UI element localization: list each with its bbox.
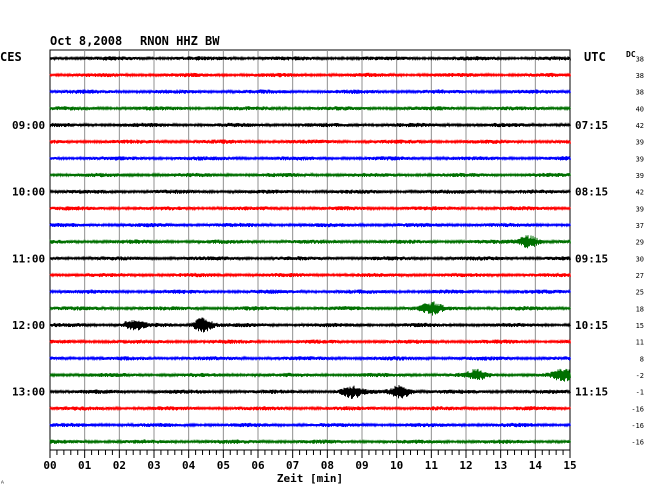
minute-gridlines bbox=[84, 50, 536, 450]
dc-value: 29 bbox=[636, 239, 644, 247]
trace-row bbox=[49, 384, 571, 400]
trace-row bbox=[49, 105, 571, 112]
trace-row bbox=[49, 88, 571, 95]
x-axis-label: Zeit [min] bbox=[277, 472, 343, 485]
dc-value: 8 bbox=[640, 355, 644, 363]
left-time-label: 13:00 bbox=[12, 386, 45, 399]
dc-value: 37 bbox=[636, 222, 644, 230]
chart-station: RNON HHZ BW bbox=[140, 34, 220, 48]
left-time-label: 12:00 bbox=[12, 319, 45, 332]
left-time-label: 09:00 bbox=[12, 119, 45, 132]
x-tick-label: 02 bbox=[113, 459, 126, 472]
trace-row bbox=[49, 121, 571, 128]
x-axis: 00 01 02 03 04 05 06 07 08 09 10 11 12 13 14 15 bbox=[43, 449, 577, 472]
x-tick-label: 13 bbox=[494, 459, 507, 472]
x-tick-label: 01 bbox=[78, 459, 92, 472]
trace-row bbox=[49, 72, 571, 78]
dc-value: 39 bbox=[636, 155, 644, 163]
right-time-label: 09:15 bbox=[575, 252, 608, 265]
dc-value: -2 bbox=[636, 372, 644, 380]
right-time-label: 10:15 bbox=[575, 319, 608, 332]
x-tick-label: 00 bbox=[43, 459, 56, 472]
dc-value: -16 bbox=[631, 405, 644, 413]
dc-value: 39 bbox=[636, 172, 644, 180]
dc-value: 38 bbox=[636, 89, 644, 97]
dc-value: 42 bbox=[636, 122, 644, 130]
local-time-labels: 09:00 10:00 11:00 12:00 13:00 bbox=[12, 119, 45, 399]
right-time-label: 11:15 bbox=[575, 386, 608, 399]
plot-frame bbox=[49, 49, 571, 451]
dc-value: 40 bbox=[636, 105, 644, 113]
left-time-label: 10:00 bbox=[12, 186, 45, 199]
trace-row bbox=[49, 255, 571, 262]
trace-row bbox=[49, 188, 571, 195]
corner-marker: ᴬ bbox=[0, 479, 5, 488]
dc-value: 18 bbox=[636, 305, 644, 313]
x-tick-label: 04 bbox=[182, 459, 196, 472]
trace-row bbox=[49, 55, 571, 62]
dc-value: 38 bbox=[636, 55, 644, 63]
x-tick-label: 03 bbox=[147, 459, 160, 472]
x-tick-label: 09 bbox=[355, 459, 368, 472]
x-tick-label: 12 bbox=[459, 459, 472, 472]
trace-row bbox=[49, 272, 571, 279]
left-zone-label: CES bbox=[0, 50, 22, 64]
dc-value: -16 bbox=[631, 422, 644, 430]
x-tick-label: 11 bbox=[425, 459, 439, 472]
trace-row bbox=[49, 368, 571, 382]
dc-header: DC bbox=[626, 50, 636, 59]
dc-value: 15 bbox=[636, 322, 644, 330]
trace-row bbox=[49, 235, 571, 249]
trace-row bbox=[49, 155, 571, 162]
x-tick-label: 15 bbox=[563, 459, 576, 472]
right-zone-label: UTC bbox=[584, 50, 606, 64]
dc-value: 30 bbox=[636, 255, 644, 263]
x-tick-label: 10 bbox=[390, 459, 403, 472]
x-tick-label: 14 bbox=[529, 459, 543, 472]
trace-row bbox=[49, 317, 571, 333]
chart-date: Oct 8,2008 bbox=[50, 34, 122, 48]
trace-row bbox=[49, 172, 571, 178]
trace-row bbox=[49, 405, 571, 412]
dc-value: -16 bbox=[631, 439, 644, 447]
dc-offset-labels: 38 38 38 40 42 39 39 39 42 39 37 29 30 27 25 18 15 11 8 -2 -… bbox=[631, 55, 644, 446]
trace-row bbox=[49, 301, 571, 316]
dc-value: 27 bbox=[636, 272, 644, 280]
trace-row bbox=[49, 205, 571, 212]
x-tick-label: 05 bbox=[217, 459, 230, 472]
trace-row bbox=[49, 288, 571, 295]
dc-value: 39 bbox=[636, 205, 644, 213]
dc-value: -1 bbox=[636, 389, 644, 397]
trace-row bbox=[49, 438, 571, 445]
dc-value: 11 bbox=[636, 339, 644, 347]
trace-row bbox=[49, 421, 571, 428]
dc-value: 39 bbox=[636, 139, 644, 147]
seismic-traces bbox=[49, 55, 571, 445]
trace-row bbox=[49, 138, 571, 145]
trace-row bbox=[49, 338, 571, 345]
right-time-label: 07:15 bbox=[575, 119, 608, 132]
x-tick-label: 08 bbox=[321, 459, 334, 472]
trace-row bbox=[49, 355, 571, 362]
trace-row bbox=[49, 222, 571, 228]
utc-time-labels: 07:15 08:15 09:15 10:15 11:15 bbox=[575, 119, 608, 399]
left-time-label: 11:00 bbox=[12, 252, 45, 265]
x-tick-label: 07 bbox=[286, 459, 299, 472]
dc-value: 42 bbox=[636, 189, 644, 197]
x-tick-label: 06 bbox=[251, 459, 265, 472]
dc-value: 25 bbox=[636, 289, 644, 297]
dc-value: 38 bbox=[636, 72, 644, 80]
right-time-label: 08:15 bbox=[575, 186, 608, 199]
